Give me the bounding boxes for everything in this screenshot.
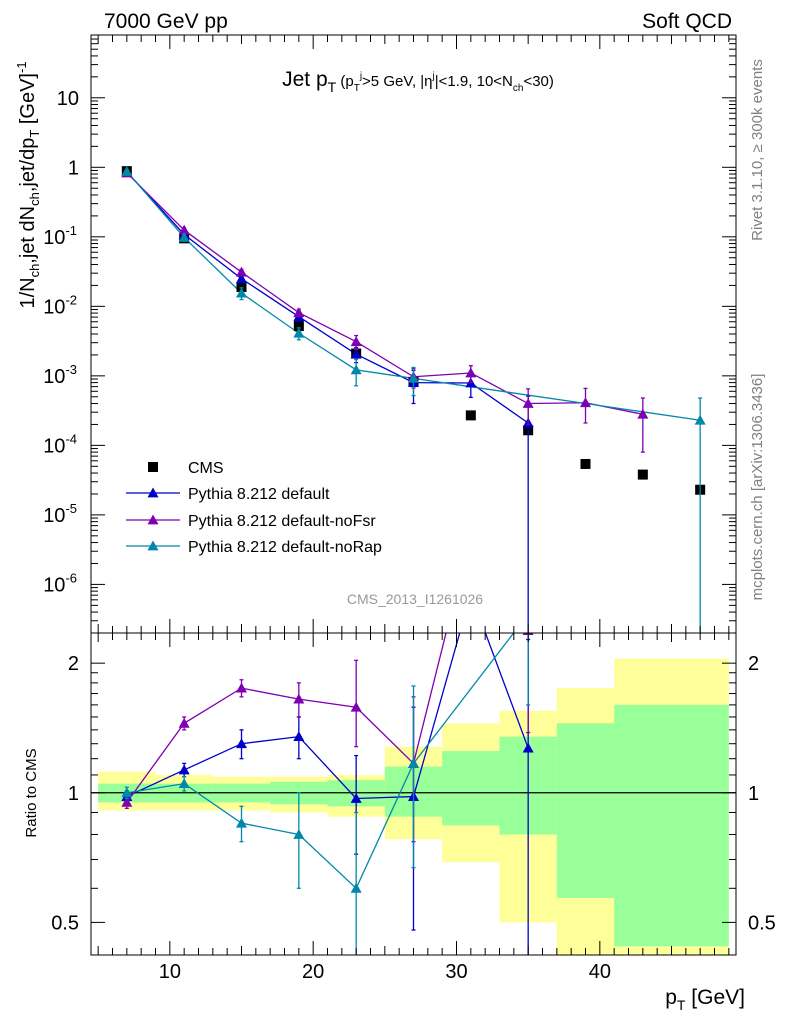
mc-data-point [465,367,477,378]
ratio-data-point [121,787,133,798]
mc-data-point [236,273,247,284]
ratio-data-point [236,817,247,828]
ratio-data-point [121,796,133,807]
main-y-axis-label: 1/Nch,jet dNch,jet/dpT [GeV]-1 [14,61,42,308]
ratio-band-inner [614,704,729,947]
ratio-data-point [408,757,419,768]
mc-data-point [408,372,419,383]
ratio-series-line [126,633,529,800]
mc-data-point [236,287,247,298]
ratio-data-point [293,731,305,742]
ratio-y-tick-label: 1 [68,783,79,805]
x-tick-label: 30 [445,961,467,983]
ratio-y-tick-label: 0.5 [51,912,79,934]
category-label: Soft QCD [642,10,732,33]
mc-data-point [350,364,362,375]
mc-data-point [350,348,362,359]
main-y-tick-label: 10-4 [43,431,77,457]
mc-data-point [522,398,534,408]
ratio-y-tick-label-right: 2 [748,653,759,675]
ratio-data-point [522,742,534,753]
mc-data-point [178,224,190,235]
ratio-data-point [350,792,362,803]
ratio-data-point [350,701,362,712]
mc-data-point [637,408,649,419]
series-line [126,172,643,415]
energy-label: 7000 GeV pp [104,10,228,33]
ratio-data-point [178,778,190,789]
ratio-data-point [293,693,305,704]
mc-data-point [694,414,706,425]
x-tick-label: 40 [589,961,611,983]
ratio-data-point [293,829,305,839]
legend-entry: Pythia 8.212 default-noFsr [188,513,376,530]
ratio-data-point [178,717,190,728]
x-tick-label: 20 [302,961,324,983]
main-y-tick-label: 10-3 [43,362,77,388]
main-y-tick-label: 1 [68,157,79,179]
rivet-label: Rivet 3.1.10, ≥ 300k events [749,59,766,241]
ratio-panel: 0.5 0.5 1 1 2 2 10 20 30 40 Ratio to CMS pT [GeV] [23,528,776,1013]
ratio-data-point [178,764,190,775]
ratio-data-point [236,682,247,693]
legend-marker-mc [147,487,159,498]
main-panel: 10-6 10-5 10-4 10-3 10-2 10-1 1 10 Jet pT (pTj>… [14,34,737,634]
mcplots-label: mcplots.cern.ch [arXiv:1306.3436] [749,374,766,601]
legend-entry: CMS [188,460,224,477]
legend-entry: Pythia 8.212 default-noRap [188,539,382,556]
main-y-tick-label: 10-1 [43,223,77,249]
ratio-data-point [465,528,476,538]
ratio-y-tick-label-right: 0.5 [748,912,776,934]
ratio-data-point [236,738,247,749]
cms-data-point [236,281,247,292]
main-y-tick-label: 10-2 [43,292,77,318]
mc-data-point [121,166,133,176]
mc-data-point [178,231,190,242]
x-tick-label: 10 [159,961,181,983]
main-y-tick-label: 10-5 [43,501,77,527]
main-title: Jet pT (pTj>5 GeV, |ηj|<1.9, 10<Nch<30) [282,68,554,95]
x-axis-label: pT [GeV] [665,986,745,1013]
legend: CMS Pythia 8.212 default Pythia 8.212 defa… [126,460,382,556]
main-y-tick-label: 10 [57,88,79,110]
main-y-tick-label: 10-6 [43,570,77,596]
ratio-y-tick-label: 2 [68,653,79,675]
analysis-watermark: CMS_2013_I1261026 [347,591,483,607]
ratio-band-inner [556,723,615,898]
series-line [126,171,529,424]
legend-marker-mc [147,514,159,525]
mc-data-point [350,336,362,347]
cms-data-point [293,321,304,332]
legend-entry: Pythia 8.212 default [188,486,330,503]
mc-data-point [293,307,305,318]
ratio-band-inner [442,751,500,826]
mc-data-point [293,327,305,338]
cms-data-point [637,469,648,480]
mc-data-point [580,397,591,408]
ratio-y-axis-label: Ratio to CMS [23,748,40,837]
mc-data-point [236,266,247,277]
cms-data-point [580,458,591,469]
legend-marker-mc [147,540,159,551]
ratio-y-tick-label-right: 1 [748,783,759,805]
ratio-series-line [126,633,447,803]
cms-data-point [465,410,476,421]
legend-marker-cms [148,462,158,472]
ratio-data-point [350,882,362,893]
